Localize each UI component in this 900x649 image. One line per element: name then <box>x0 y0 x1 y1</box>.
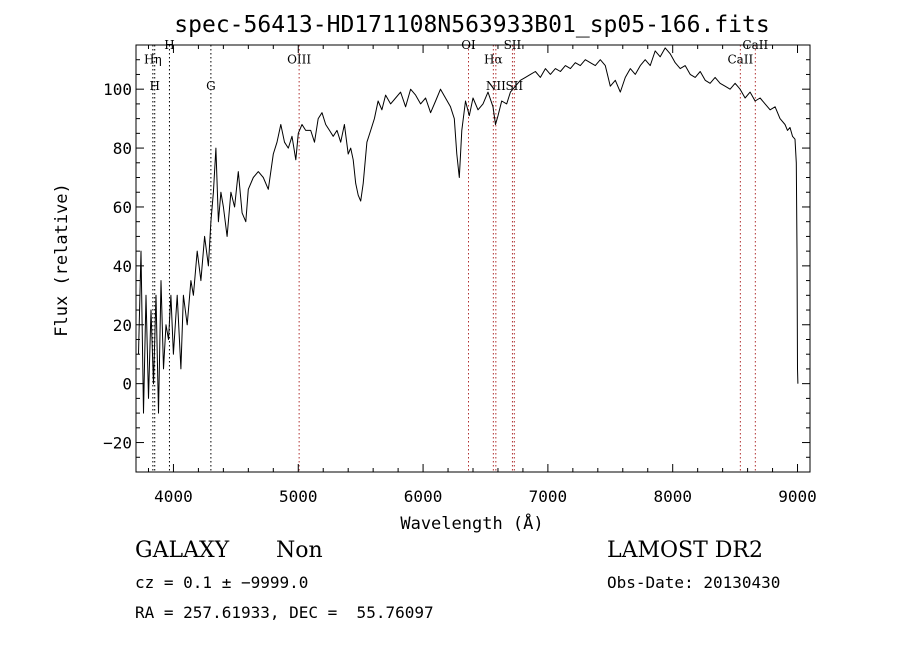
object-class: GALAXY <box>135 538 230 563</box>
line-label-6: Hα <box>484 53 503 67</box>
y-tick-label-3: 40 <box>113 257 132 276</box>
y-tick-label-5: 80 <box>113 139 132 158</box>
y-axis-label: Flux (relative) <box>52 183 72 337</box>
line-label-4: OIII <box>287 53 311 67</box>
spectrum-line-0 <box>138 47 799 414</box>
line-label-10: CaII <box>727 53 753 67</box>
x-tick-label-4: 8000 <box>653 487 692 506</box>
observation-date: Obs-Date: 20130430 <box>607 573 781 592</box>
coordinates-info: RA = 257.61933, DEC = 55.76097 <box>135 603 434 622</box>
x-tick-label-5: 9000 <box>778 487 817 506</box>
chart-title: spec-56413-HD171108N563933B01_sp05-166.f… <box>174 12 769 38</box>
y-tick-label-2: 20 <box>113 316 132 335</box>
y-tick-label-4: 60 <box>113 198 132 217</box>
survey-name: LAMOST DR2 <box>607 538 763 563</box>
plot-frame <box>135 44 811 473</box>
line-label-1: H <box>149 79 159 93</box>
y-tick-label-6: 100 <box>103 80 132 99</box>
line-label-9: SII <box>505 79 523 93</box>
y-tick-label-1: 0 <box>122 375 132 394</box>
x-tick-label-2: 6000 <box>404 487 443 506</box>
axis-ticks: 4000 5000 6000 7000 8000 9000 −20 0 20 40 60 80 100 <box>103 45 817 506</box>
redshift-info: cz = 0.1 ± −9999.0 <box>135 573 309 592</box>
line-label-7: NII <box>486 79 506 93</box>
x-tick-label-3: 7000 <box>529 487 568 506</box>
y-tick-label-0: −20 <box>103 434 132 453</box>
line-label-0: Hη <box>144 53 162 67</box>
line-label-3: G <box>206 79 216 93</box>
x-tick-label-1: 5000 <box>279 487 318 506</box>
object-subclass: Non <box>276 538 323 563</box>
x-axis-label: Wavelength (Å) <box>400 512 543 534</box>
x-tick-label-0: 4000 <box>154 487 193 506</box>
spectrum-series <box>138 47 799 414</box>
